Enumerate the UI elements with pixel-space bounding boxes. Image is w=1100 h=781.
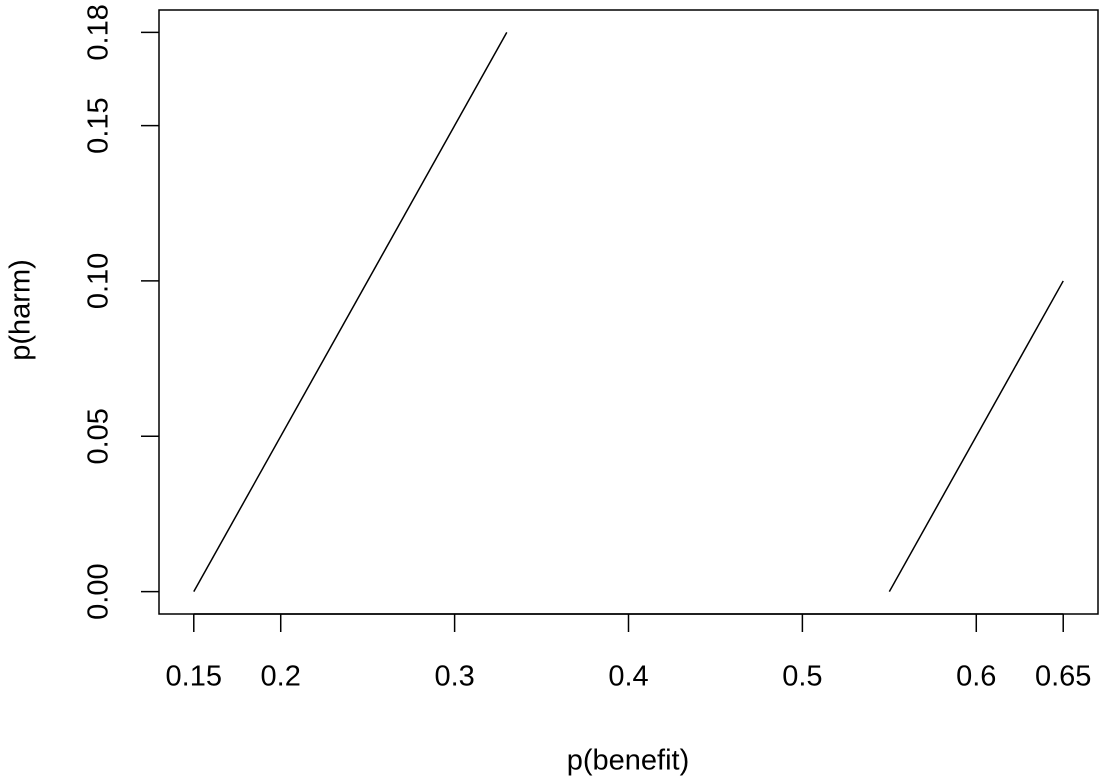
x-tick-label: 0.65 (1035, 661, 1091, 693)
x-tick-label: 0.15 (166, 661, 222, 693)
data-line (193, 32, 508, 592)
y-tick-label: 0.10 (83, 253, 115, 309)
x-tick-label: 0.5 (782, 661, 822, 693)
x-tick-label: 0.2 (261, 661, 301, 693)
x-tick-label: 0.6 (956, 661, 996, 693)
y-tick-label: 0.18 (83, 4, 115, 60)
y-tick-label: 0.15 (83, 97, 115, 153)
y-tick-label: 0.05 (83, 408, 115, 464)
x-tick-label: 0.3 (434, 661, 474, 693)
plot-frame (158, 9, 1099, 615)
y-tick-label: 0.00 (83, 563, 115, 619)
data-line (888, 280, 1064, 592)
x-axis-title: p(benefit) (567, 745, 690, 777)
x-tick-label: 0.4 (608, 661, 648, 693)
y-axis-title: p(harm) (5, 259, 37, 361)
